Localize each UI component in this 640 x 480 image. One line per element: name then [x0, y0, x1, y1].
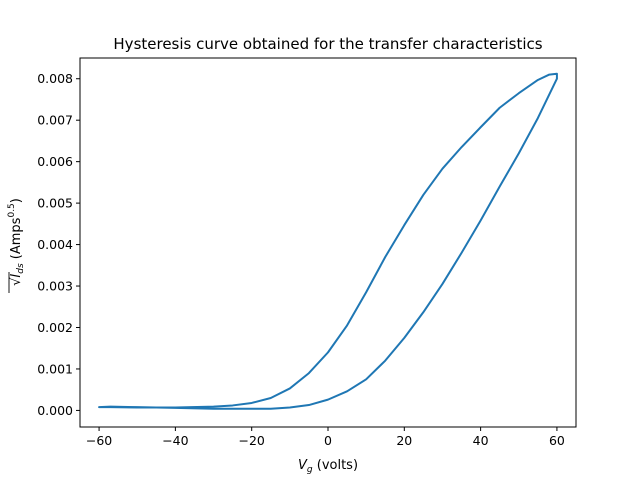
x-axis-unit: (volts): [313, 458, 358, 473]
x-tick-label: −20: [238, 433, 264, 448]
y-tick-label: 0.003: [37, 279, 73, 294]
x-tick-label: −40: [162, 433, 188, 448]
x-axis-symbol: V: [298, 458, 308, 473]
y-tick-label: 0.002: [37, 320, 73, 335]
x-axis-subscript: g: [307, 465, 313, 475]
x-tick-label: 40: [473, 433, 489, 448]
x-axis-title: Vg (volts): [298, 458, 358, 475]
x-tick-label: 20: [396, 433, 412, 448]
y-axis-title-group: √Ids (Amps0.5): [7, 198, 26, 293]
y-tick-label: 0.006: [37, 154, 73, 169]
series-line-hysteresis: [98, 72, 558, 410]
y-tick-label: 0.000: [37, 403, 73, 418]
y-axis-symbol: I: [9, 274, 24, 278]
y-tick-label: 0.007: [37, 113, 73, 128]
y-axis-unit-suffix: ): [9, 198, 24, 203]
x-tick-label: −60: [86, 433, 112, 448]
y-axis-ticks: 0.000 0.001 0.002 0.003 0.004 0.005 0.006 0.007…: [37, 71, 80, 418]
y-axis-root-symbol: √: [9, 277, 24, 286]
y-tick-label: 0.004: [37, 237, 73, 252]
y-axis-unit-prefix: (Amps: [9, 217, 24, 263]
y-tick-label: 0.008: [37, 71, 73, 86]
y-axis-unit-superscript: 0.5: [7, 203, 17, 217]
x-tick-label: 60: [549, 433, 565, 448]
y-axis-subscript: ds: [16, 263, 26, 274]
y-tick-label: 0.001: [37, 361, 73, 376]
y-axis-title: √Ids (Amps0.5): [7, 198, 26, 286]
y-tick-label: 0.005: [37, 196, 73, 211]
x-axis-ticks: −60 −40 −20 0 20 40 60: [86, 427, 565, 448]
chart-title: Hysteresis curve obtained for the transf…: [113, 35, 542, 53]
x-tick-label: 0: [324, 433, 332, 448]
